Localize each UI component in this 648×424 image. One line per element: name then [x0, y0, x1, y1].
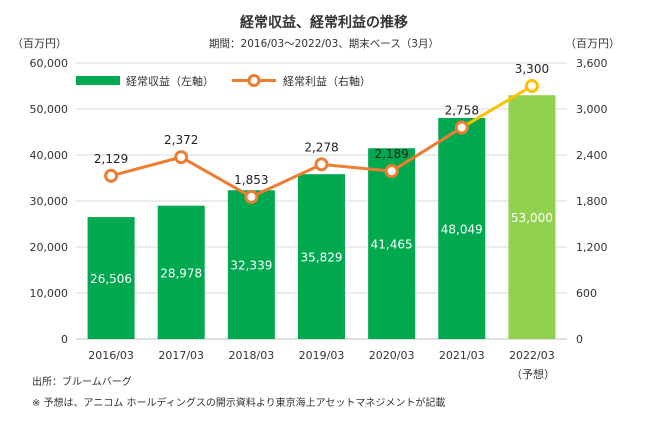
- line-value-label: 1,853: [234, 173, 268, 187]
- chart-title: 経常収益、経常利益の推移: [240, 14, 408, 31]
- bar: [157, 205, 205, 339]
- line-value-label: 2,129: [94, 152, 128, 166]
- bar-value-label: 26,506: [90, 272, 132, 286]
- line-point: [384, 164, 399, 179]
- legend-line-label: 経常利益（右軸）: [283, 74, 371, 88]
- bar-value-label: 41,465: [371, 238, 413, 252]
- left-tick-label: 50,000: [30, 103, 69, 116]
- chart-subtitle: 期間：2016/03〜2022/03、期末ベース（3月）: [209, 37, 439, 50]
- bar-value-label: 53,000: [511, 211, 553, 225]
- x-tick-label: 2019/03: [299, 349, 345, 362]
- legend-bar-swatch: [76, 76, 120, 85]
- line-value-label: 3,300: [515, 62, 549, 76]
- line-point: [244, 189, 259, 204]
- x-tick-label: 2018/03: [229, 349, 275, 362]
- source-note: 出所：ブルームバーグ: [32, 375, 132, 388]
- line-value-label: 2,278: [304, 140, 338, 154]
- x-tick-label: 2020/03: [369, 349, 415, 362]
- left-tick-label: 60,000: [30, 57, 69, 70]
- bar: [508, 95, 556, 339]
- legend: 経常収益（左軸） 経常利益（右軸）: [76, 74, 371, 88]
- right-axis-ticks: 3,600 3,000 2,400 1,800 1,200 600 0: [576, 57, 608, 346]
- bar-value-label: 28,978: [160, 266, 202, 280]
- left-tick-label: 30,000: [30, 195, 69, 208]
- left-tick-label: 0: [61, 333, 68, 346]
- right-tick-label: 2,400: [576, 149, 608, 162]
- line-point: [524, 79, 539, 93]
- line-point: [314, 157, 329, 172]
- bar-series: 26,506 28,978 32,339 35,829 41,465 48,049 53,0…: [87, 95, 556, 339]
- line-point: [104, 168, 119, 183]
- line-value-label: 2,758: [445, 104, 479, 118]
- x-tick-label: 2021/03: [439, 349, 485, 362]
- left-axis-unit: （百万円）: [12, 37, 67, 50]
- line-point: [454, 120, 469, 135]
- right-tick-label: 1,800: [576, 195, 608, 208]
- x-tick-label: 2017/03: [158, 349, 204, 362]
- forecast-label: （予想）: [511, 367, 555, 381]
- right-tick-label: 3,000: [576, 103, 608, 116]
- line-path: [110, 126, 463, 199]
- bar: [368, 148, 416, 339]
- bar-value-label: 48,049: [441, 222, 483, 236]
- x-tick-label: 2022/03: [509, 349, 555, 362]
- line-forecast-segment: [461, 84, 533, 129]
- right-tick-label: 0: [576, 333, 583, 346]
- bar-value-label: 35,829: [301, 251, 343, 265]
- legend-line-marker: [247, 74, 261, 87]
- bar: [227, 190, 275, 339]
- right-tick-label: 1,200: [576, 241, 608, 254]
- line-series: 2,129 2,372 1,853 2,278 2,189 2,758 3,300: [94, 62, 549, 204]
- left-axis-ticks: 60,000 50,000 40,000 30,000 20,000 10,000 0: [30, 57, 69, 346]
- right-axis-unit: （百万円）: [565, 37, 620, 50]
- left-tick-label: 40,000: [30, 149, 69, 162]
- footnote: ※ 予想は、アニコム ホールディングスの開示資料より東京海上アセットマネジメント…: [32, 396, 445, 409]
- legend-bar-label: 経常収益（左軸）: [126, 74, 214, 88]
- bar: [87, 217, 135, 339]
- line-point: [174, 150, 189, 165]
- left-tick-label: 10,000: [30, 287, 69, 300]
- right-tick-label: 3,600: [576, 57, 608, 70]
- x-axis-ticks: 2016/03 2017/03 2018/03 2019/03 2020/03 2021/…: [88, 349, 555, 362]
- bar: [298, 174, 345, 339]
- right-tick-label: 600: [576, 287, 597, 300]
- line-value-label: 2,372: [164, 133, 198, 147]
- left-tick-label: 20,000: [30, 241, 69, 254]
- bar-value-label: 32,339: [230, 259, 272, 273]
- bar: [438, 117, 486, 339]
- x-tick-label: 2016/03: [88, 349, 134, 362]
- line-value-label: 2,189: [374, 147, 408, 161]
